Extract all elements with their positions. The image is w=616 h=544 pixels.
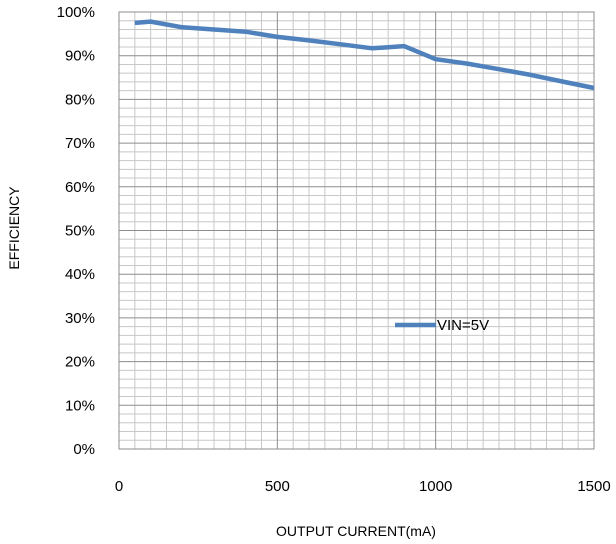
y-axis-label: EFFICIENCY [6,186,22,270]
y-tick-label: 0% [73,441,95,458]
x-tick-label: 1500 [577,478,610,495]
series-layer [134,19,595,91]
y-tick-label: 100% [57,4,95,21]
x-tick-label: 1000 [419,478,452,495]
y-tick-label: 80% [65,91,95,108]
y-tick-label: 90% [65,48,95,65]
x-tick-label: 500 [265,478,290,495]
y-tick-label: 40% [65,266,95,283]
y-tick-label: 20% [65,354,95,371]
y-axis-tick-labels: 0% 10% 20% 30% 40% 50% 60% 70% 80% 90% 100% [57,4,95,458]
legend-label: VIN=5V [437,317,489,334]
minor-gridlines [119,12,594,449]
plot-area-frame [118,11,595,450]
legend: VIN=5V [395,317,489,334]
y-tick-label: 50% [65,223,95,240]
x-tick-label: 0 [115,478,123,495]
x-axis-tick-labels: 0 500 1000 1500 [115,478,611,495]
y-tick-label: 10% [65,397,95,414]
y-tick-label: 70% [65,135,95,152]
y-tick-label: 60% [65,179,95,196]
y-tick-label: 30% [65,310,95,327]
x-axis-label: OUTPUT CURRENT(mA) [276,523,436,539]
series-line [134,19,595,91]
